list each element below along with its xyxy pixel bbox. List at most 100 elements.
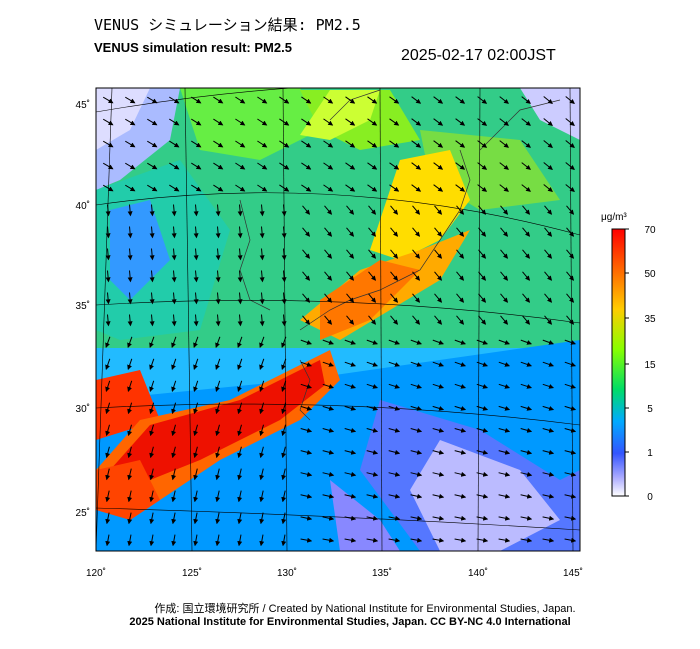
wind-arrow	[302, 293, 311, 303]
wind-arrow	[259, 380, 265, 392]
wind-arrow	[147, 184, 158, 192]
wind-arrow	[432, 405, 445, 411]
wind-arrow	[302, 271, 311, 281]
wind-arrow	[257, 96, 268, 104]
wind-arrow	[193, 534, 199, 547]
wind-arrow	[564, 515, 577, 521]
wind-arrow	[259, 512, 265, 525]
wind-arrow	[500, 205, 509, 215]
wind-arrow	[324, 271, 333, 281]
colorbar-tick-label: 50	[644, 269, 656, 280]
wind-arrow	[476, 515, 489, 521]
wind-arrow	[410, 361, 422, 367]
wind-arrow	[476, 471, 489, 477]
wind-arrow	[478, 249, 487, 259]
wind-arrow	[478, 227, 487, 237]
wind-arrow	[301, 96, 312, 104]
wind-arrow	[542, 471, 555, 477]
wind-arrow	[322, 537, 335, 543]
wind-arrow	[127, 490, 133, 503]
colorbar-unit: μg/m³	[601, 212, 627, 223]
wind-arrow	[390, 249, 399, 259]
wind-arrow	[500, 271, 509, 281]
wind-arrow	[259, 292, 265, 305]
wind-arrow	[455, 118, 466, 126]
wind-arrow	[213, 162, 224, 170]
wind-arrow	[368, 315, 377, 325]
wind-arrow	[499, 140, 509, 148]
wind-arrow	[281, 490, 287, 503]
wind-arrow	[410, 471, 423, 477]
wind-arrow	[544, 249, 553, 259]
wind-arrow	[300, 427, 313, 433]
wind-arrow	[454, 361, 466, 367]
wind-arrow	[215, 380, 221, 392]
wind-arrow	[544, 205, 553, 215]
wind-arrow	[149, 248, 155, 261]
wind-arrow	[149, 270, 155, 283]
wind-arrow	[215, 490, 221, 503]
wind-arrow	[390, 315, 399, 325]
y-tick-label: 40˚	[76, 200, 90, 212]
wind-arrow	[237, 424, 243, 437]
wind-arrow	[542, 449, 555, 455]
wind-arrow	[127, 226, 133, 239]
wind-arrow	[433, 184, 444, 192]
wind-arrow	[542, 537, 555, 543]
wind-arrow	[300, 493, 313, 499]
wind-arrow	[433, 140, 444, 148]
wind-arrow	[476, 361, 488, 367]
wind-arrow	[105, 534, 111, 547]
wind-arrow	[127, 468, 133, 481]
wind-arrow	[522, 227, 531, 237]
wind-arrow	[345, 96, 356, 104]
wind-arrow	[259, 336, 265, 348]
x-axis-labels: 120˚ 125˚ 130˚ 135˚ 140˚ 145˚	[86, 567, 583, 579]
wind-arrow	[522, 315, 531, 325]
wind-arrow	[281, 424, 287, 437]
wind-arrow	[432, 471, 445, 477]
wind-arrow	[410, 405, 423, 411]
wind-arrow	[498, 515, 511, 521]
wind-arrow	[237, 270, 243, 283]
wind-arrow	[410, 449, 423, 455]
wind-arrow	[411, 184, 422, 192]
wind-arrow	[544, 315, 553, 325]
wind-arrow	[125, 162, 136, 170]
wind-arrow	[149, 314, 155, 327]
wind-arrow	[257, 162, 268, 170]
wind-arrow	[193, 270, 199, 283]
wind-arrow	[520, 471, 533, 477]
wind-arrow	[455, 162, 466, 170]
wind-arrow	[344, 515, 357, 521]
wind-arrow	[543, 96, 553, 105]
wind-arrow	[105, 270, 111, 283]
wind-arrow	[105, 424, 111, 437]
wind-arrow	[388, 471, 401, 477]
wind-arrow	[520, 427, 533, 433]
wind-arrow	[564, 339, 576, 345]
wind-arrow	[127, 336, 133, 348]
wind-arrow	[498, 383, 510, 389]
wind-arrow	[191, 140, 202, 148]
wind-arrow	[279, 96, 290, 104]
wind-arrow	[390, 205, 399, 215]
wind-arrow	[542, 427, 555, 433]
wind-arrow	[390, 293, 399, 303]
wind-arrow	[432, 449, 445, 455]
wind-arrow	[366, 383, 378, 389]
wind-arrow	[147, 162, 158, 170]
wind-arrow	[102, 96, 114, 104]
wind-arrow	[454, 449, 467, 455]
x-tick-label: 130˚	[277, 567, 297, 579]
wind-arrow	[410, 537, 423, 543]
wind-arrow	[388, 493, 401, 499]
title-japanese: VENUS シミュレーション結果: PM2.5	[94, 16, 361, 34]
wind-arrow	[171, 358, 177, 370]
wind-arrow	[498, 361, 510, 367]
wind-arrow	[344, 339, 356, 345]
wind-arrow	[171, 490, 177, 503]
wind-arrow	[477, 162, 488, 170]
wind-arrow	[500, 227, 509, 237]
wind-arrow	[127, 248, 133, 261]
